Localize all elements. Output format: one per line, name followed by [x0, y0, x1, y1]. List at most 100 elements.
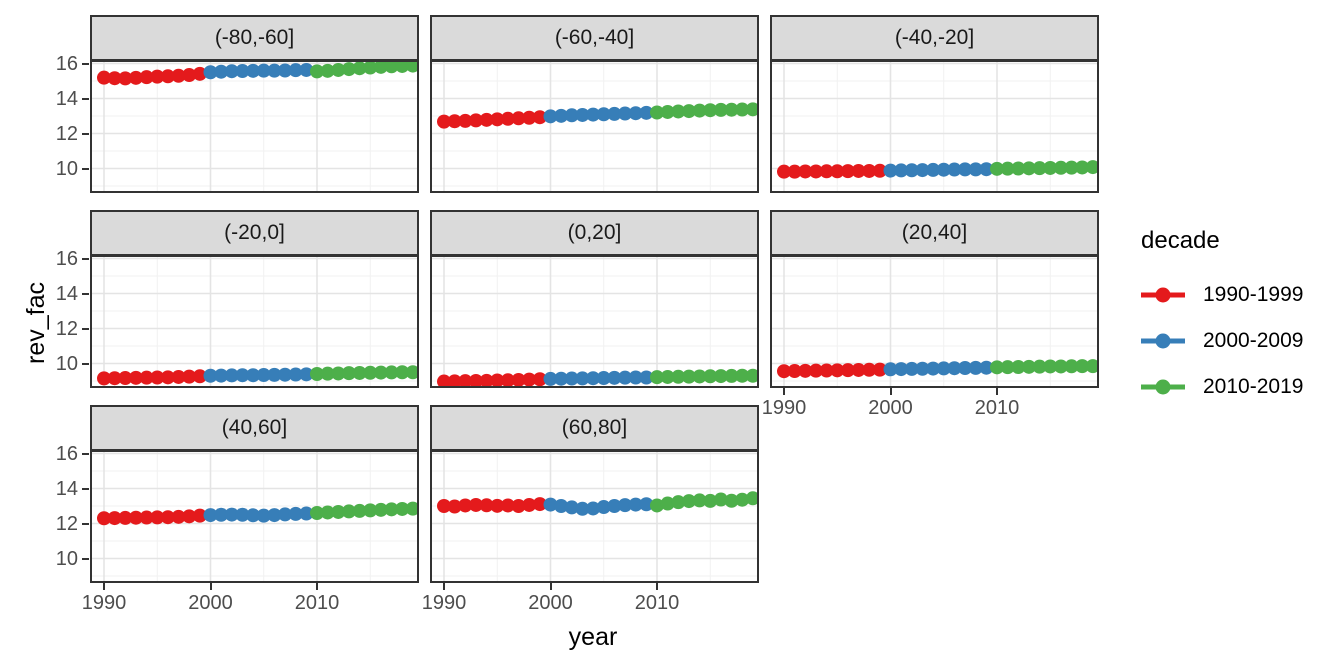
facet-panel [770, 255, 1100, 388]
data-point [851, 163, 866, 178]
y-axis-tick [82, 257, 89, 260]
facet-strip-label: (-60,-40] [554, 26, 635, 49]
data-point [288, 367, 303, 382]
legend-entry-label: 2000-2009 [1203, 329, 1304, 352]
data-point [203, 508, 218, 523]
data-point [607, 106, 622, 121]
x-axis-tick-label: 1990 [421, 592, 467, 614]
facet-strip-label: (-80,-60] [214, 26, 295, 49]
data-point [511, 372, 526, 387]
data-point [639, 105, 654, 120]
facet-panel [430, 255, 760, 389]
data-point [352, 61, 367, 76]
data-point [575, 107, 590, 122]
data-point [447, 499, 462, 514]
data-point [745, 368, 760, 383]
data-point [575, 501, 590, 516]
data-point [299, 62, 314, 77]
x-axis-tick [656, 583, 658, 590]
data-point [735, 492, 750, 507]
data-point [735, 368, 750, 383]
data-point [628, 106, 643, 121]
x-axis-tick [209, 583, 212, 590]
data-point [363, 60, 378, 75]
x-axis-tick-label: 2010 [294, 592, 340, 614]
data-point [840, 164, 855, 179]
data-point [235, 507, 250, 522]
data-point [692, 369, 707, 384]
data-point [500, 373, 515, 388]
y-axis-tick-label: 16 [55, 442, 78, 465]
data-point [160, 510, 175, 525]
data-point [192, 66, 207, 81]
data-point [968, 360, 983, 375]
data-point [203, 65, 218, 80]
x-axis-tick-label: 1990 [761, 397, 807, 419]
data-point [384, 59, 399, 74]
data-point [798, 164, 813, 179]
data-point [437, 114, 451, 129]
y-axis-tick [82, 167, 89, 170]
data-point [118, 371, 133, 386]
data-point [395, 58, 410, 73]
data-point [288, 63, 303, 78]
data-point [288, 506, 303, 521]
legend-key-point [1155, 287, 1171, 303]
data-point [532, 497, 547, 512]
data-point [468, 497, 483, 512]
x-axis-tick-label: 2000 [528, 592, 573, 614]
data-point [660, 496, 675, 511]
data-point [256, 368, 271, 383]
data-point [373, 502, 388, 517]
data-point [341, 62, 356, 77]
data-point [745, 102, 760, 117]
data-point [990, 161, 1004, 176]
data-point [607, 499, 622, 513]
data-point [171, 369, 186, 384]
data-point [787, 164, 802, 179]
data-point [830, 164, 845, 179]
y-axis-tick [82, 362, 89, 365]
data-point [808, 164, 823, 179]
facet-panel [430, 450, 760, 583]
data-point [341, 504, 356, 519]
data-point [713, 102, 728, 117]
y-axis-tick-label: 10 [55, 352, 78, 375]
y-axis-tick-label: 10 [55, 157, 78, 180]
data-point [692, 493, 707, 508]
data-point [703, 103, 718, 118]
data-point [936, 361, 951, 376]
legend-key-icon [1141, 379, 1185, 395]
data-point [926, 361, 941, 376]
data-point [1075, 359, 1090, 374]
data-point [235, 64, 250, 79]
data-point [320, 63, 335, 78]
data-point [543, 497, 558, 512]
data-point [703, 493, 718, 508]
data-point [363, 503, 378, 518]
data-point [267, 508, 282, 523]
x-axis-tick [889, 388, 892, 395]
legend-key-icon [1141, 333, 1185, 349]
data-point [607, 370, 622, 385]
data-point [660, 104, 675, 119]
panel-border [430, 255, 759, 388]
data-point [894, 163, 909, 178]
facet-strip-label: (0,20] [567, 221, 622, 244]
data-point [1043, 359, 1058, 374]
legend-key-icon [1141, 287, 1185, 303]
data-point [554, 108, 569, 123]
data-point [128, 370, 143, 385]
panel-border [430, 450, 759, 583]
data-point [851, 362, 866, 377]
y-axis-tick [82, 292, 89, 295]
data-point [405, 58, 420, 73]
data-point [639, 370, 654, 385]
data-point [128, 70, 143, 85]
data-point [681, 104, 696, 119]
x-axis-tick-label: 2010 [974, 397, 1020, 419]
data-point [947, 162, 962, 177]
data-point [554, 499, 569, 513]
data-point [915, 361, 930, 376]
data-point [384, 502, 399, 517]
